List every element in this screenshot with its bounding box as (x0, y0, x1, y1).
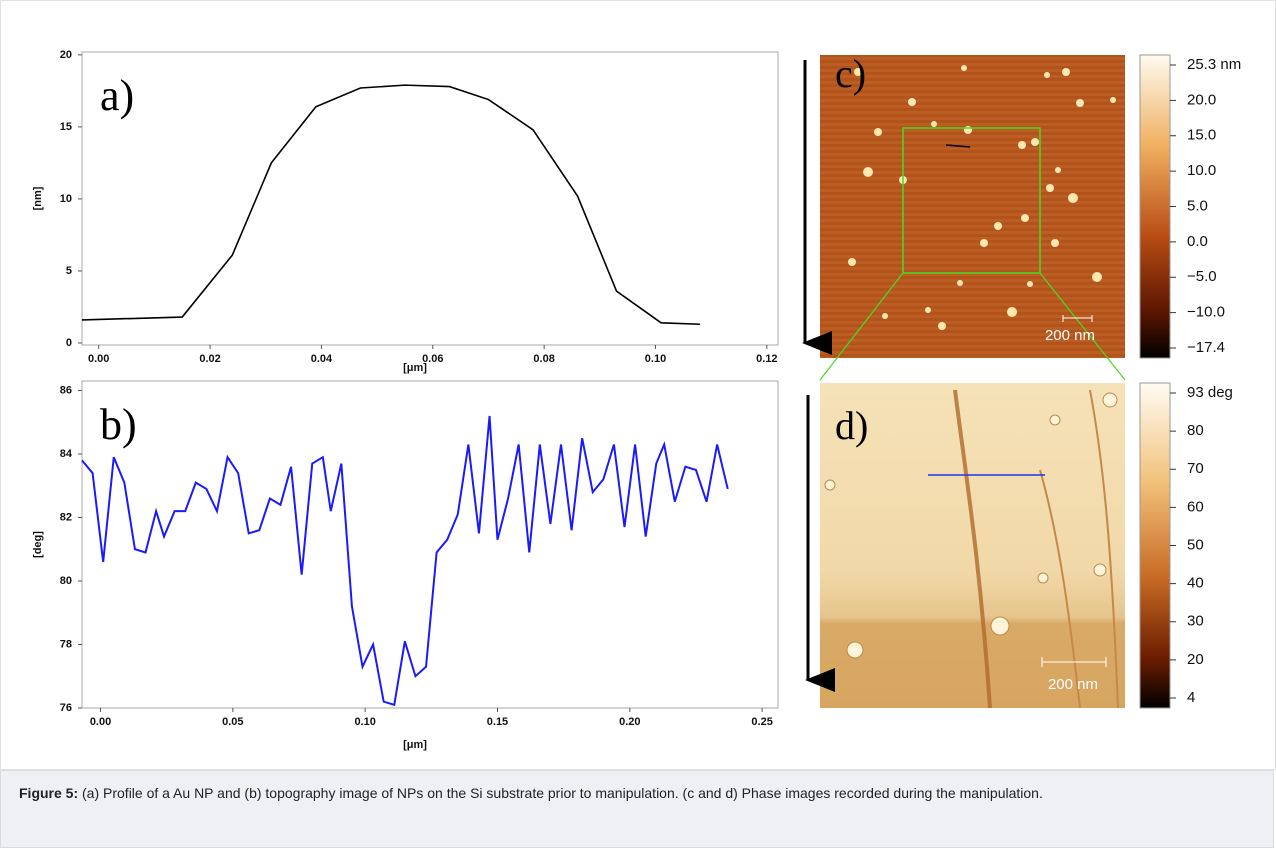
scale-bar (1062, 315, 1093, 322)
colorbar-label: 25.3 nm (1187, 56, 1241, 73)
afm-image-c (820, 55, 1125, 358)
y-tick-label: 5 (66, 265, 72, 277)
scale-bar-label: 200 nm (1048, 676, 1098, 693)
y-tick-label: 86 (60, 384, 72, 396)
colorbar (1139, 54, 1171, 359)
step-edge (953, 389, 992, 709)
figure: 200 nm c) 200 nm d) 25.3 nm 20.0 15.0 10.0 5… (0, 0, 1276, 770)
x-tick-label: 0.05 (222, 716, 243, 728)
panel-label: d) (835, 403, 868, 448)
colorbar-label: 30 (1187, 613, 1204, 630)
step-edge (1089, 389, 1119, 709)
caption: Figure 5: (a) Profile of a Au NP and (b)… (0, 770, 1274, 848)
colorbar-label: 70 (1187, 460, 1204, 477)
colorbar-label: 20 (1187, 651, 1204, 668)
x-tick-label: 0.00 (88, 353, 109, 365)
y-tick-label: 15 (60, 121, 72, 133)
colorbar-label: 40 (1187, 575, 1204, 592)
y-tick-label: 10 (60, 193, 72, 205)
data-line (81, 84, 701, 326)
x-tick-label: 0.06 (422, 353, 443, 365)
caption-label: Figure 5: (19, 785, 79, 801)
colorbar-label: 93 deg (1187, 384, 1233, 401)
plot-area (81, 51, 779, 346)
scale-bar (1041, 657, 1107, 667)
x-tick-label: 0.00 (90, 716, 111, 728)
y-tick-label: 0 (66, 337, 72, 349)
y-tick-label: 80 (60, 575, 72, 587)
x-axis-label: [μm] (403, 739, 427, 751)
x-axis-label: [μm] (403, 362, 427, 374)
colorbar-label: −5.0 (1187, 268, 1217, 285)
y-tick-label: 84 (60, 448, 73, 460)
zoom-line (1039, 272, 1126, 381)
y-tick-label: 82 (60, 511, 72, 523)
x-tick-label: 0.04 (311, 353, 333, 365)
colorbar-label: 80 (1187, 422, 1204, 439)
colorbar-label: 20.0 (1187, 91, 1216, 108)
y-tick-label: 20 (60, 49, 72, 61)
colorbar (1139, 382, 1171, 709)
profile-line (945, 144, 971, 148)
colorbar-label: 0.0 (1187, 233, 1208, 250)
colorbar-label: −10.0 (1187, 304, 1225, 321)
colorbar-label: 15.0 (1187, 127, 1216, 144)
x-tick-label: 0.12 (756, 353, 777, 365)
zoom-line (819, 272, 904, 381)
colorbar-label: 4 (1187, 689, 1195, 706)
nanoparticles (848, 65, 1116, 330)
panel-label: c) (835, 51, 866, 96)
x-tick-label: 0.25 (751, 716, 772, 728)
colorbar-label: 60 (1187, 498, 1204, 515)
y-tick-label: 78 (60, 638, 72, 650)
x-tick-label: 0.10 (645, 353, 666, 365)
colorbar-label: 10.0 (1187, 162, 1216, 179)
x-tick-label: 0.08 (533, 353, 554, 365)
zoom-box (902, 127, 1041, 274)
y-axis-label: [nm] (32, 186, 44, 210)
y-tick-label: 76 (60, 702, 72, 714)
colorbar-label: −17.4 (1187, 339, 1225, 356)
data-line (81, 415, 729, 707)
nanoparticles (824, 392, 1118, 659)
panel-label: b) (100, 400, 137, 449)
colorbar-label: 50 (1187, 536, 1204, 553)
x-tick-label: 0.02 (199, 353, 220, 365)
panel-label: a) (100, 71, 134, 120)
plot-area (81, 380, 779, 709)
caption-text: (a) Profile of a Au NP and (b) topograph… (82, 785, 1043, 801)
step-edge (1039, 469, 1081, 709)
x-tick-label: 0.15 (487, 716, 508, 728)
y-axis-label: [deg] (32, 531, 44, 558)
x-tick-label: 0.20 (619, 716, 640, 728)
scale-bar-label: 200 nm (1045, 327, 1095, 344)
colorbar-label: 5.0 (1187, 197, 1208, 214)
x-tick-label: 0.10 (354, 716, 375, 728)
